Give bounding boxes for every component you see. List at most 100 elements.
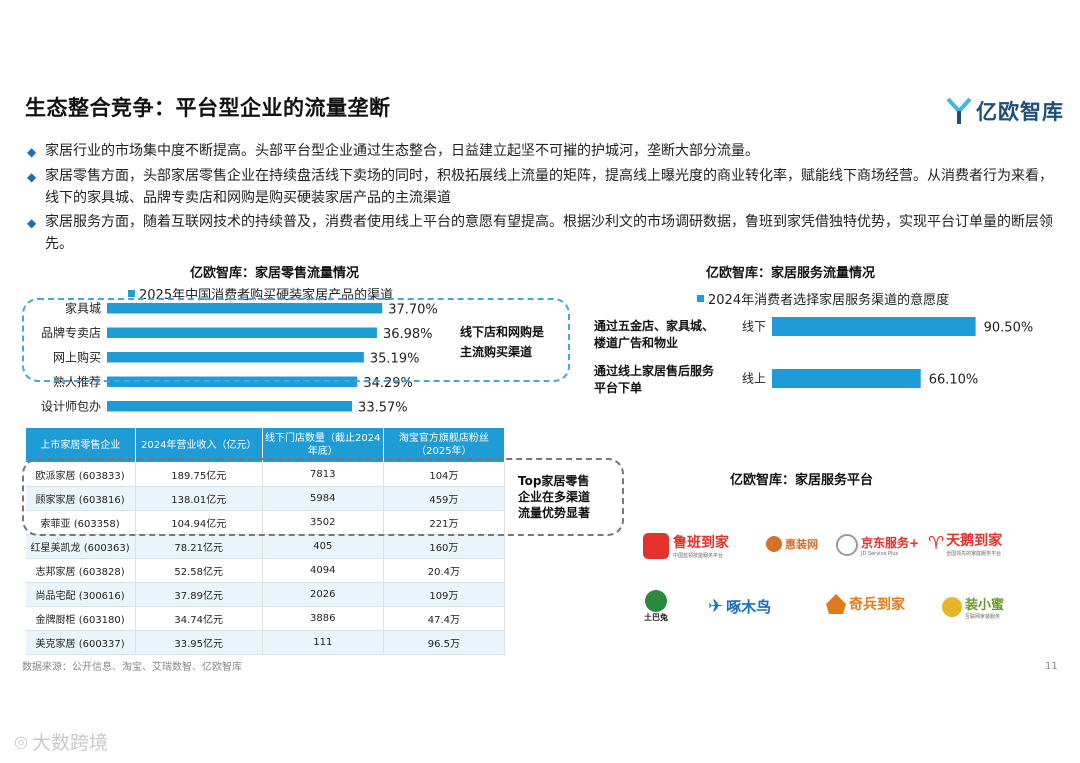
platform-logo-luban: 鲁班到家 中国蓝领技能服务平台 <box>643 532 729 559</box>
value-label: 66.10% <box>929 373 979 388</box>
retail-section-label: 亿欧智库：家居零售流量情况 <box>190 266 360 281</box>
category-label: 网上购买 <box>53 349 101 364</box>
value-label: 34.29% <box>363 376 413 391</box>
diamond-icon: ◆ <box>27 170 37 184</box>
table-cell: 3502 <box>262 510 384 535</box>
category-label: 线上 <box>742 372 766 386</box>
watermark: ◎ 大数跨境 <box>14 732 108 754</box>
platform-logo-zhuomuniao: ✈ 啄木鸟 <box>708 596 772 617</box>
table-row: 顾家家居 (603816) 138.01亿元 5984 459万 <box>25 486 506 511</box>
table-cell: 33.95亿元 <box>135 630 263 655</box>
table-cell: 405 <box>262 534 384 559</box>
table-cell: 顾家家居 (603816) <box>25 486 136 511</box>
service-channel-chart: 线下 90.50% 线上 66.10% <box>742 317 1034 388</box>
service-chart-legend: 2024年消费者选择家居服务渠道的意愿度 <box>697 289 949 308</box>
category-label: 家具城 <box>65 300 101 315</box>
bar <box>107 303 383 314</box>
table-cell: 志邦家居 (603828) <box>25 558 136 583</box>
house-icon <box>826 594 846 614</box>
bee-icon <box>942 597 962 617</box>
bar <box>107 401 353 412</box>
table-note: Top家居零售 企业在多渠道 流量优势显著 <box>518 474 591 520</box>
table-cell: 20.4万 <box>383 558 506 583</box>
platform-logo-huizhuang: 惠装网 <box>766 536 818 552</box>
table-cell: 5984 <box>262 486 384 511</box>
table-cell: 37.89亿元 <box>135 582 263 607</box>
legend-swatch <box>128 290 135 297</box>
bullet-list: ◆ 家居行业的市场集中度不断提高。头部平台型企业通过生态整合，日益建立起坚不可摧… <box>27 140 1057 257</box>
logo-text: 亿欧智库 <box>976 100 1064 124</box>
data-source: 数据来源：公开信息、淘宝、艾瑞数智、亿欧智库 <box>22 662 242 673</box>
platform-logo-jd: 京东服务+ JD Service Plus <box>836 532 919 557</box>
table-cell: 红星美凯龙 (600363) <box>25 534 136 559</box>
platform-logo-tiane: ♈ 天鹅到家 全国领先的家庭服务平台 <box>928 533 1003 557</box>
category-label: 设计师包办 <box>41 398 101 413</box>
bar <box>107 352 364 363</box>
bar <box>772 317 976 336</box>
watermark-icon: ◎ <box>14 732 28 751</box>
swan-icon: ♈ <box>928 533 945 554</box>
table-cell: 160万 <box>383 534 506 559</box>
table-cell: 78.21亿元 <box>135 534 263 559</box>
value-label: 36.98% <box>383 327 433 342</box>
tubatu-rabbit-icon <box>645 590 667 612</box>
table-cell: 459万 <box>383 486 506 511</box>
table-header: 2024年营业收入（亿元） <box>134 427 263 463</box>
table-highlight-box <box>22 458 624 536</box>
table-header: 淘宝官方旗舰店粉丝（2025年） <box>382 427 506 463</box>
table-cell: 7813 <box>262 462 384 487</box>
bar <box>107 327 377 338</box>
table-cell: 4094 <box>262 558 384 583</box>
luban-icon <box>643 532 669 559</box>
value-label: 90.50% <box>984 321 1034 336</box>
table-cell: 109万 <box>383 582 506 607</box>
table-cell: 138.01亿元 <box>135 486 263 511</box>
yiou-logo: 亿欧智库 <box>946 96 1064 126</box>
table-cell: 96.5万 <box>383 630 506 655</box>
table-cell: 尚品宅配 (300616) <box>25 582 136 607</box>
table-cell: 104万 <box>383 462 506 487</box>
page-number: 11 <box>1045 661 1058 672</box>
retail-highlight-box <box>22 298 570 382</box>
platform-logo-zhuangxiaomi: 装小蜜 互联网家装服务 <box>942 594 1004 620</box>
huizhuang-icon <box>766 536 782 552</box>
table-cell: 34.74亿元 <box>135 606 263 631</box>
table-row: 索菲亚 (603358) 104.94亿元 3502 221万 <box>25 510 506 535</box>
table-cell: 2026 <box>262 582 384 607</box>
table-header-row: 上市家居零售企业 2024年营业收入（亿元） 线下门店数量（截止2024年底） … <box>25 427 506 463</box>
table-cell: 金牌厨柜 (603180) <box>25 606 136 631</box>
bullet-item: ◆ 家居行业的市场集中度不断提高。头部平台型企业通过生态整合，日益建立起坚不可摧… <box>27 140 1057 163</box>
table-row: 欧派家居 (603833) 189.75亿元 7813 104万 <box>25 462 506 487</box>
table-cell: 111 <box>262 630 384 655</box>
service-section-label: 亿欧智库：家居服务流量情况 <box>706 266 876 281</box>
table-row: 红星美凯龙 (600363) 78.21亿元 405 160万 <box>25 534 506 559</box>
table-cell: 47.4万 <box>383 606 506 631</box>
diamond-icon: ◆ <box>27 145 37 159</box>
bar <box>772 369 921 388</box>
platform-section-label: 亿欧智库：家居服务平台 <box>730 473 874 488</box>
bullet-item: ◆ 家居零售方面，头部家居零售企业在持续盘活线下卖场的同时，积极拓展线上流量的矩… <box>27 165 1057 209</box>
legend-swatch <box>697 295 704 302</box>
platform-logo-tubatu: 土巴兔 <box>644 590 668 623</box>
table-cell: 52.58亿元 <box>135 558 263 583</box>
table-row: 美克家居 (600337) 33.95亿元 111 96.5万 <box>25 630 506 655</box>
platform-logo-qibing: 奇兵到家 <box>826 594 905 614</box>
diamond-icon: ◆ <box>27 216 37 230</box>
table-header: 线下门店数量（截止2024年底） <box>261 427 384 463</box>
bird-icon: ✈ <box>708 596 724 617</box>
retail-company-table: 上市家居零售企业 2024年营业收入（亿元） 线下门店数量（截止2024年底） … <box>25 427 506 655</box>
value-label: 33.57% <box>358 400 408 415</box>
yiou-logo-icon <box>946 97 972 124</box>
page-title: 生态整合竞争：平台型企业的流量垄断 <box>25 96 391 120</box>
table-header: 上市家居零售企业 <box>25 427 136 463</box>
category-label: 线下 <box>742 320 766 334</box>
category-label: 品牌专卖店 <box>41 325 101 340</box>
value-label: 35.19% <box>370 351 420 366</box>
jd-dog-icon <box>836 533 858 556</box>
legend-text: 2024年消费者选择家居服务渠道的意愿度 <box>708 293 950 308</box>
table-row: 金牌厨柜 (603180) 34.74亿元 3886 47.4万 <box>25 606 506 631</box>
table-cell: 189.75亿元 <box>135 462 263 487</box>
value-label: 37.70% <box>388 302 438 317</box>
table-row: 尚品宅配 (300616) 37.89亿元 2026 109万 <box>25 582 506 607</box>
retail-note: 线下店和网购是 主流购买渠道 <box>460 325 545 359</box>
